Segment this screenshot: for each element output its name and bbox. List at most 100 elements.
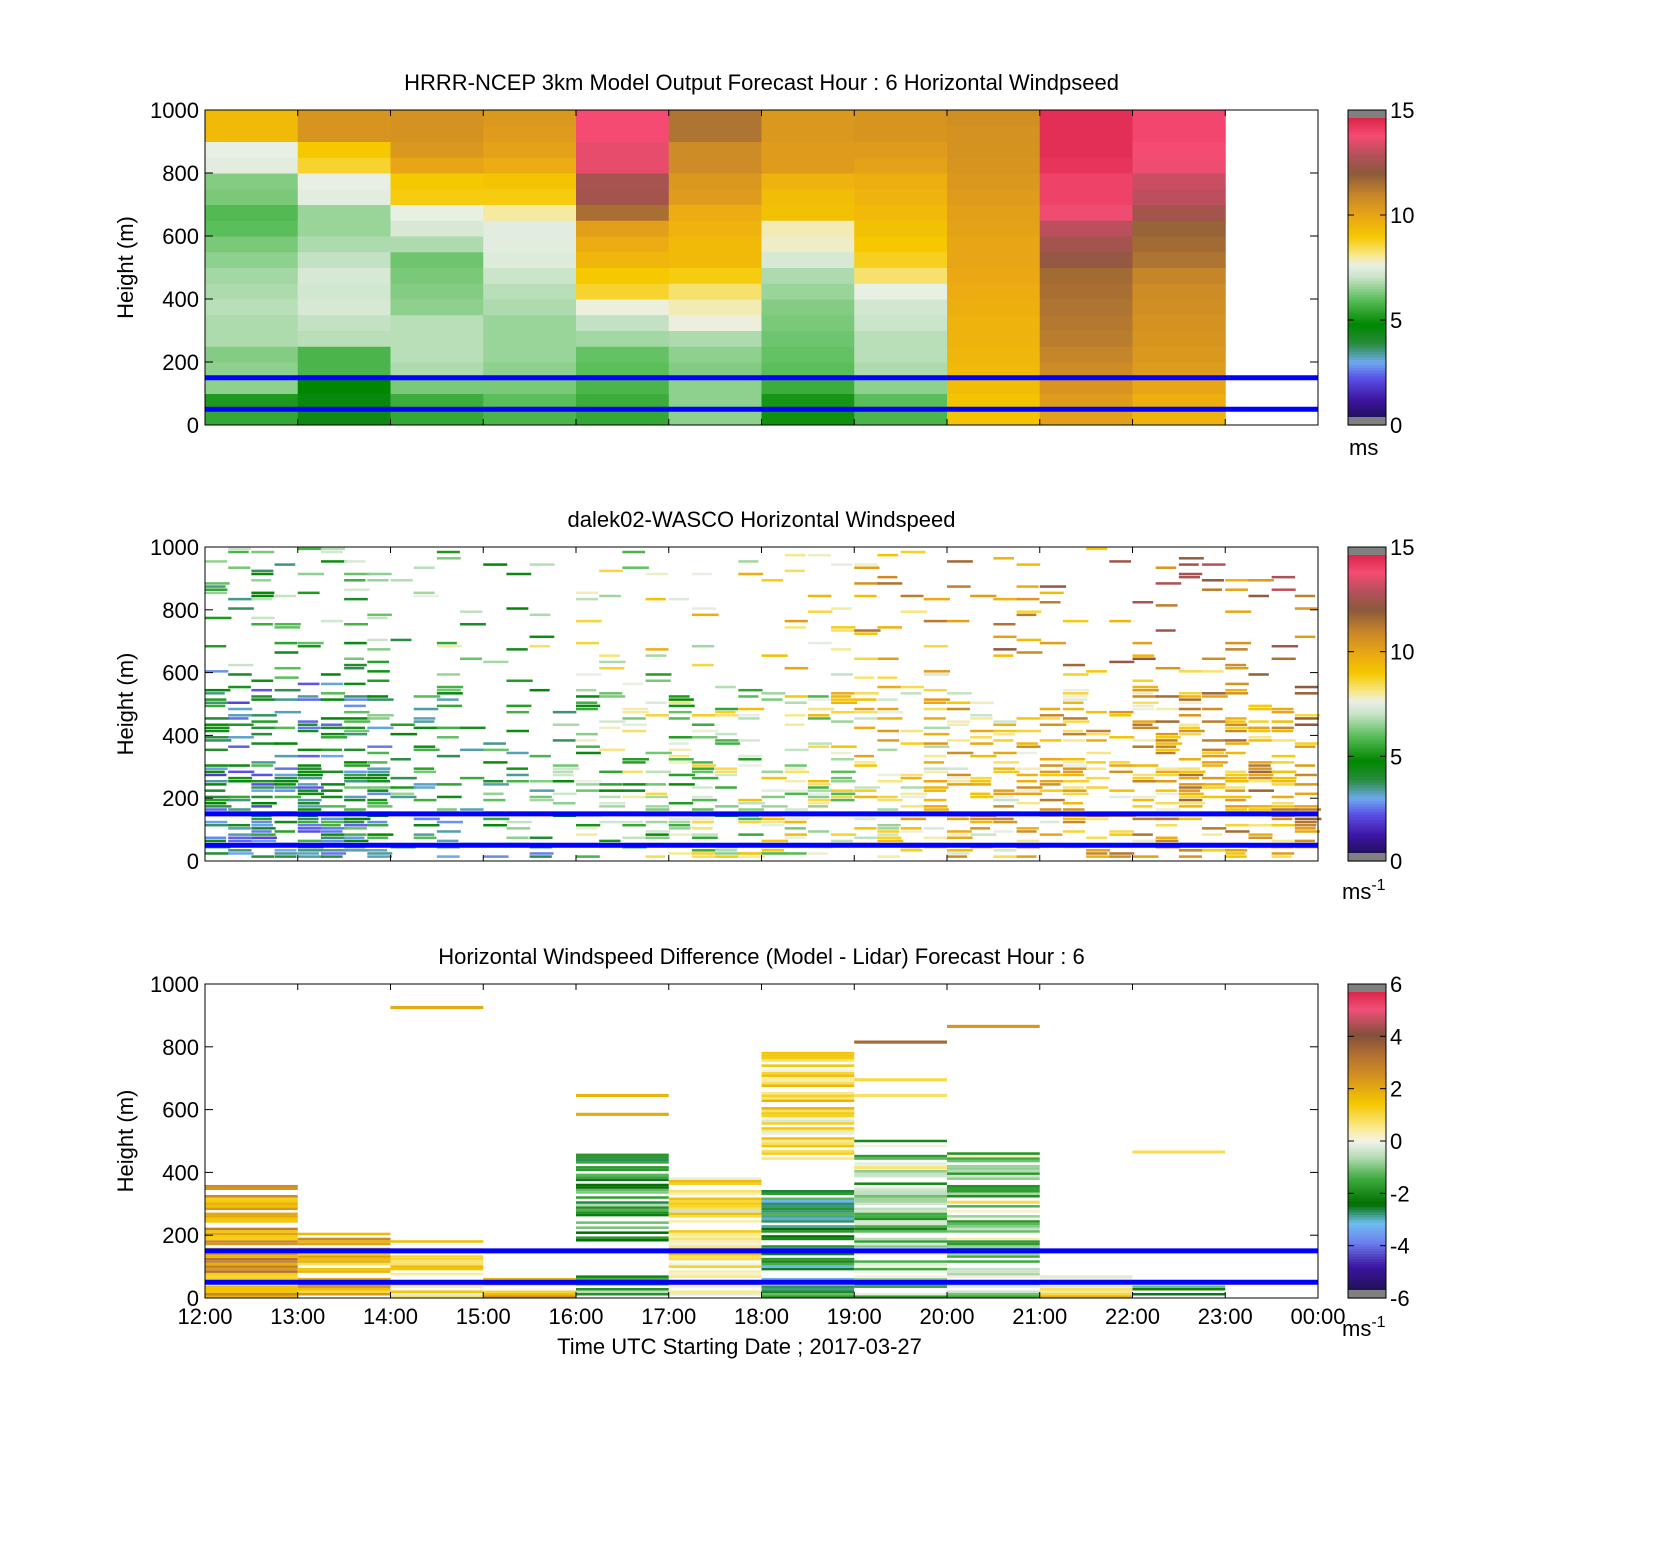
panel-2: dalek02-WASCO Horizontal Windspeed020040… — [113, 507, 1414, 904]
diff-streak — [761, 1217, 855, 1221]
lidar-streak — [1225, 688, 1247, 692]
heatmap-cell — [483, 377, 577, 394]
colorbar-tick-label: 5 — [1390, 744, 1402, 769]
diff-streak — [205, 1195, 298, 1198]
lidar-streak — [1225, 855, 1247, 858]
lidar-streak — [622, 795, 646, 799]
colorbar-swatch — [1348, 840, 1386, 844]
colorbar-swatch — [1348, 1080, 1386, 1085]
lidar-streak — [923, 644, 948, 648]
lidar-streak — [297, 792, 324, 796]
lidar-streak — [436, 673, 460, 676]
diff-streak — [205, 1262, 298, 1266]
diff-streak — [854, 1187, 947, 1190]
diff-streak — [205, 1220, 298, 1223]
diff-streak — [205, 1207, 298, 1211]
colorbar-swatch — [1348, 1104, 1386, 1108]
diff-streak — [1039, 1295, 1133, 1298]
heatmap-cell — [761, 173, 855, 190]
lidar-streak — [993, 770, 1020, 774]
lidar-streak — [344, 695, 371, 698]
heatmap-cell — [576, 188, 670, 205]
lidar-streak — [1178, 714, 1202, 717]
diff-streak — [297, 1257, 391, 1261]
x-tick-label: 00:00 — [1290, 1304, 1345, 1329]
colorbar-swatch — [1348, 664, 1386, 668]
colorbar-swatch — [1348, 685, 1386, 689]
colorbar-swatch — [1348, 1127, 1386, 1132]
lidar-streak — [668, 801, 694, 805]
heatmap-cell — [854, 330, 948, 347]
colorbar-swatch — [1348, 278, 1386, 282]
lidar-streak — [552, 773, 574, 777]
heatmap-cell — [668, 299, 762, 316]
lidar-streak — [552, 770, 574, 774]
lidar-streak — [900, 827, 922, 830]
colorbar-swatch — [1348, 136, 1386, 140]
heatmap-cell — [205, 346, 299, 363]
lidar-streak — [1225, 779, 1250, 783]
lidar-streak — [1202, 695, 1228, 698]
colorbar-swatch — [1348, 141, 1386, 145]
lidar-streak — [1248, 779, 1273, 783]
lidar-streak — [1271, 779, 1297, 783]
colorbar-swatch — [1348, 727, 1386, 731]
diff-streak — [483, 1295, 576, 1298]
y-tick-label: 1000 — [150, 535, 199, 560]
lidar-streak — [320, 795, 343, 799]
lidar-streak — [970, 795, 994, 799]
lidar-streak — [854, 789, 877, 792]
lidar-streak — [831, 673, 853, 676]
lidar-streak — [297, 801, 320, 805]
lidar-streak — [436, 783, 462, 786]
lidar-streak — [1155, 751, 1176, 755]
lidar-streak — [436, 550, 460, 554]
lidar-streak — [784, 569, 805, 573]
lidar-streak — [807, 714, 830, 717]
colorbar-swatch — [1348, 1185, 1386, 1189]
lidar-streak — [807, 717, 831, 720]
diff-streak — [668, 1270, 762, 1273]
lidar-streak — [599, 783, 622, 786]
diff-streak — [668, 1189, 762, 1193]
colorbar-swatch — [1348, 1141, 1386, 1145]
colorbar-swatch — [1348, 317, 1386, 321]
colorbar-swatch — [1348, 1169, 1386, 1173]
lidar-streak — [1248, 761, 1274, 764]
lidar-streak — [622, 723, 647, 726]
lidar-streak — [900, 792, 928, 796]
diff-streak — [947, 1184, 1040, 1188]
colorbar-swatch — [1348, 622, 1386, 627]
lidar-streak — [483, 761, 508, 764]
heatmap-cell — [576, 362, 670, 379]
diff-streak — [205, 1272, 298, 1276]
lidar-streak — [1248, 729, 1271, 733]
y-tick-label: 400 — [162, 1160, 199, 1185]
lidar-streak — [854, 676, 875, 679]
lidar-streak — [274, 666, 301, 670]
lidar-streak — [297, 817, 319, 821]
lidar-streak — [1155, 817, 1179, 821]
lidar-streak — [668, 698, 694, 701]
lidar-streak — [854, 594, 877, 598]
heatmap-cell — [854, 283, 948, 300]
lidar-streak — [970, 820, 993, 824]
colorbar-swatch — [1348, 591, 1386, 595]
lidar-streak — [668, 852, 693, 855]
lidar-streak — [854, 726, 876, 730]
lidar-streak — [1202, 739, 1227, 742]
lidar-streak — [784, 748, 809, 752]
heatmap-cell — [854, 314, 948, 331]
colorbar-swatch — [1348, 1075, 1386, 1079]
diff-streak — [854, 1169, 947, 1173]
colorbar-swatch — [1348, 1106, 1386, 1111]
heatmap-cell — [1132, 157, 1226, 174]
lidar-streak — [993, 654, 1014, 657]
diff-streak — [205, 1235, 298, 1238]
colorbar-cap — [1348, 417, 1386, 425]
lidar-streak — [320, 820, 346, 824]
y-tick-label: 0 — [187, 1286, 199, 1311]
diff-streak — [761, 1207, 855, 1211]
lidar-streak — [413, 786, 436, 789]
lidar-streak — [1248, 833, 1273, 836]
